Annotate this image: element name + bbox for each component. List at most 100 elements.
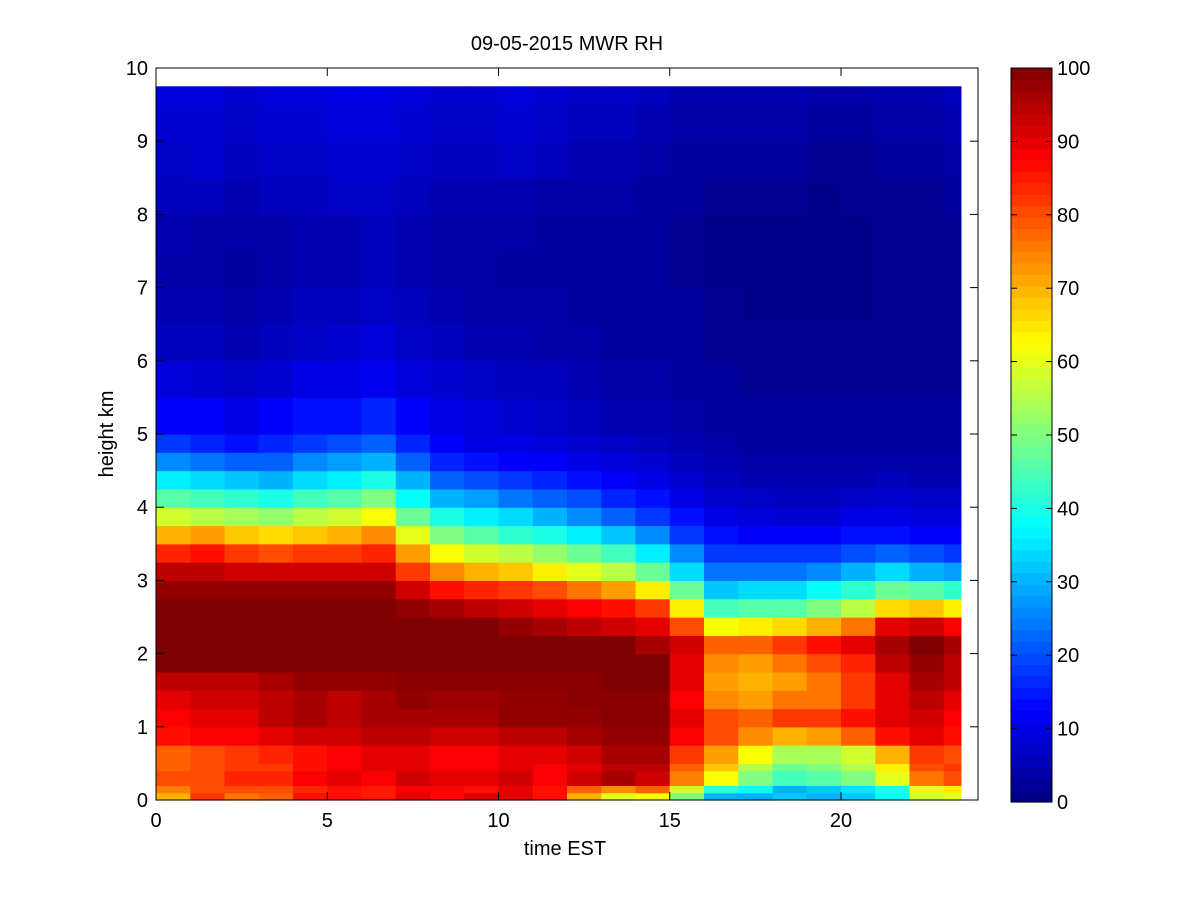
heatmap-cell <box>464 635 500 655</box>
heatmap-cell <box>806 525 842 545</box>
heatmap-cell <box>772 653 808 673</box>
y-tick-label: 9 <box>137 131 148 153</box>
heatmap-cell <box>601 745 637 764</box>
heatmap-cell <box>532 708 568 728</box>
heatmap-cell <box>190 104 226 142</box>
heatmap-cell <box>293 617 328 636</box>
colorbar-swatch <box>1011 423 1052 436</box>
heatmap-cell <box>224 397 260 435</box>
heatmap-cell <box>738 580 774 600</box>
heatmap-cell <box>327 104 363 142</box>
heatmap-cells <box>156 86 962 801</box>
heatmap-cell <box>532 507 568 527</box>
heatmap-cell <box>327 177 363 215</box>
heatmap-cell <box>190 580 226 600</box>
heatmap-cell <box>841 488 876 508</box>
colorbar-swatch <box>1011 79 1052 92</box>
heatmap-cell <box>293 470 328 490</box>
heatmap-cell <box>190 488 226 508</box>
heatmap-cell <box>567 598 602 618</box>
heatmap-cell <box>156 141 191 179</box>
heatmap-cell <box>841 470 876 490</box>
heatmap-cell <box>327 287 363 325</box>
heatmap-cell <box>704 86 739 106</box>
heatmap-cell <box>361 287 397 325</box>
heatmap-cell <box>806 778 842 786</box>
heatmap-cell <box>704 324 739 362</box>
colorbar-tick-label: 30 <box>1057 572 1079 594</box>
heatmap-cell <box>601 580 637 600</box>
heatmap-cell <box>293 778 328 786</box>
heatmap-cell <box>669 785 705 794</box>
heatmap-cell <box>704 671 739 691</box>
heatmap-cell <box>498 488 534 508</box>
heatmap-cell <box>224 635 260 655</box>
x-axis-label: time EST <box>524 838 606 860</box>
heatmap-cell <box>464 785 500 794</box>
heatmap-cell <box>669 617 705 636</box>
colorbar-swatch <box>1011 687 1052 700</box>
heatmap-cell <box>806 360 842 398</box>
heatmap-cell <box>156 543 191 563</box>
heatmap-cell <box>738 452 774 472</box>
heatmap-cell <box>156 726 191 746</box>
heatmap-cell <box>395 726 431 746</box>
heatmap-cell <box>943 598 962 618</box>
heatmap-cell <box>498 287 534 325</box>
heatmap-cell <box>258 745 294 764</box>
heatmap-cell <box>943 324 962 362</box>
heatmap-cell <box>327 763 363 772</box>
colorbar-swatch <box>1011 90 1052 104</box>
colorbar-swatch <box>1011 641 1052 654</box>
heatmap-cell <box>567 653 602 673</box>
heatmap-cell <box>669 778 705 786</box>
heatmap-cell <box>669 770 705 779</box>
heatmap-cell <box>635 726 671 746</box>
heatmap-cell <box>635 635 671 655</box>
heatmap-cell <box>738 141 774 179</box>
heatmap-cell <box>601 470 637 490</box>
heatmap-cell <box>875 770 911 779</box>
heatmap-cell <box>258 507 294 527</box>
heatmap-cell <box>430 653 465 673</box>
colorbar-swatch <box>1011 285 1052 298</box>
heatmap-cell <box>258 580 294 600</box>
heatmap-cell <box>841 434 876 453</box>
heatmap-cell <box>806 434 842 453</box>
colorbar-swatch <box>1011 572 1052 585</box>
colorbar-tick-label: 0 <box>1057 792 1068 814</box>
colorbar-swatch <box>1011 595 1052 608</box>
heatmap-cell <box>156 360 191 398</box>
heatmap-cell <box>532 86 568 106</box>
colorbar-swatch <box>1011 549 1052 562</box>
heatmap-cell <box>567 86 602 106</box>
heatmap-cell <box>258 635 294 655</box>
heatmap-cell <box>738 287 774 325</box>
heatmap-cell <box>361 770 397 779</box>
heatmap-cell <box>669 543 705 563</box>
heatmap-cell <box>430 598 465 618</box>
heatmap-cell <box>601 434 637 453</box>
heatmap-cell <box>841 214 876 252</box>
heatmap-cell <box>498 360 534 398</box>
heatmap-cell <box>841 141 876 179</box>
heatmap-cell <box>669 360 705 398</box>
heatmap-cell <box>224 177 260 215</box>
heatmap-cell <box>772 287 808 325</box>
heatmap-cell <box>772 525 808 545</box>
heatmap-cell <box>498 562 534 581</box>
colorbar-swatch <box>1011 308 1052 321</box>
heatmap-cell <box>772 434 808 453</box>
heatmap-cell <box>909 792 945 801</box>
heatmap-cell <box>361 653 397 673</box>
heatmap-cell <box>395 543 431 563</box>
heatmap-cell <box>909 653 945 673</box>
heatmap-cell <box>601 287 637 325</box>
heatmap-cell <box>190 177 226 215</box>
heatmap-cell <box>327 434 363 453</box>
heatmap-cell <box>669 726 705 746</box>
heatmap-cell <box>327 324 363 362</box>
heatmap-cell <box>669 177 705 215</box>
heatmap-cell <box>601 778 637 786</box>
heatmap-cell <box>293 708 328 728</box>
